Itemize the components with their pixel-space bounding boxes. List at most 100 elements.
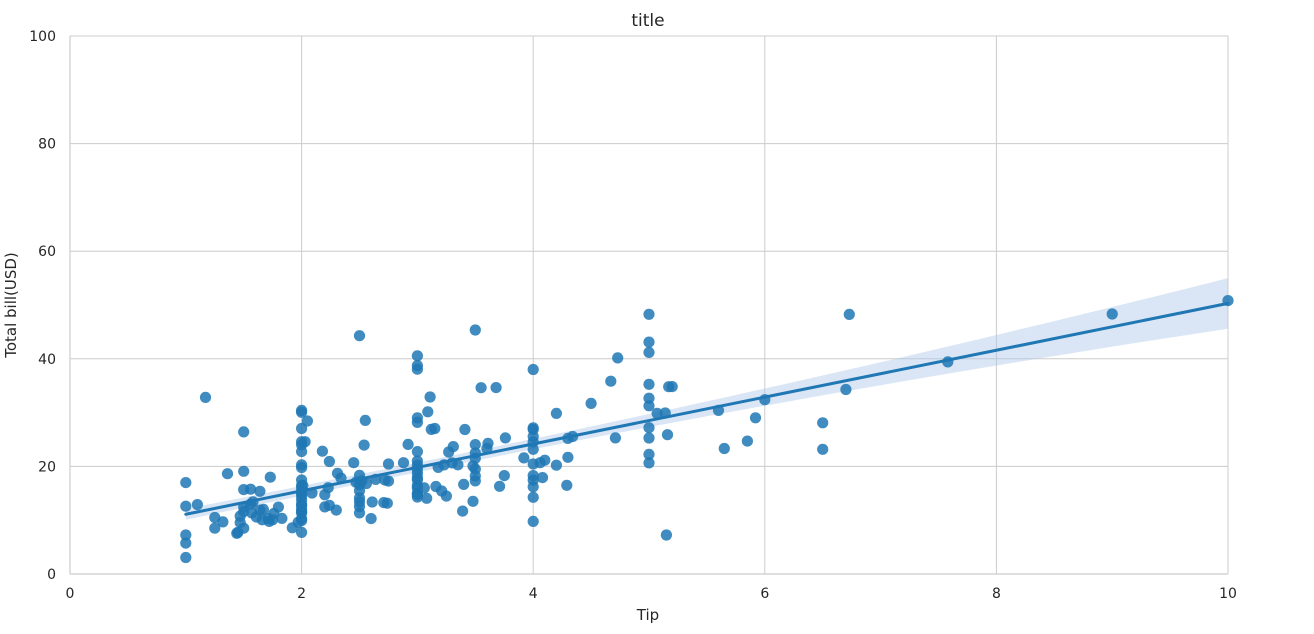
data-point <box>238 426 250 438</box>
y-tick-label: 0 <box>47 567 56 583</box>
data-point <box>660 529 673 541</box>
data-point <box>272 501 284 513</box>
data-point <box>457 505 469 517</box>
x-tick-label: 0 <box>66 586 75 602</box>
data-point <box>429 422 441 435</box>
data-point <box>651 407 663 419</box>
data-point <box>411 350 423 362</box>
data-point <box>643 432 655 444</box>
data-point <box>297 479 309 492</box>
data-point <box>323 455 335 468</box>
chart-title: title <box>631 11 664 31</box>
data-point <box>550 407 563 419</box>
data-point <box>741 435 754 447</box>
data-point <box>643 448 655 460</box>
data-point <box>527 422 539 434</box>
data-point <box>296 459 308 471</box>
data-point <box>1106 308 1118 320</box>
data-point <box>422 406 434 418</box>
x-tick-label: 6 <box>760 586 769 602</box>
data-point <box>254 485 266 497</box>
data-point <box>467 495 479 507</box>
data-point <box>817 417 829 429</box>
regression-line <box>184 301 1230 516</box>
data-point <box>358 439 370 451</box>
data-point <box>411 446 423 458</box>
data-point <box>749 412 762 424</box>
data-point <box>458 478 470 490</box>
data-point <box>605 375 617 387</box>
data-point <box>490 382 502 394</box>
y-tick-label: 40 <box>38 352 56 368</box>
data-point <box>359 414 371 426</box>
y-tick-label: 100 <box>29 29 56 45</box>
data-point <box>482 437 494 449</box>
data-point <box>411 360 423 372</box>
data-point <box>360 477 372 490</box>
data-point <box>366 496 378 508</box>
data-point <box>643 346 655 358</box>
data-point <box>411 455 423 467</box>
confidence-band-layer <box>185 278 1228 520</box>
y-axis-label: Total bill(USD) <box>2 252 20 359</box>
data-point <box>316 445 328 457</box>
data-point <box>296 526 308 539</box>
regression-line-layer <box>184 301 1230 516</box>
data-point <box>397 457 410 469</box>
data-point <box>411 412 423 424</box>
data-point <box>475 382 487 394</box>
data-point <box>296 404 308 416</box>
data-point <box>527 515 539 528</box>
data-point <box>661 429 674 441</box>
data-point <box>447 441 459 453</box>
y-tick-label: 60 <box>38 244 56 260</box>
x-axis-label: Tip <box>636 606 659 624</box>
data-point <box>643 392 655 404</box>
data-point <box>609 432 622 444</box>
data-point <box>180 477 192 489</box>
x-tick-label: 8 <box>992 586 1001 602</box>
data-point <box>180 551 192 564</box>
data-point <box>527 470 539 482</box>
data-point <box>257 503 269 515</box>
data-point <box>643 378 655 390</box>
data-point <box>421 492 433 504</box>
data-point <box>469 463 481 475</box>
x-tick-label: 10 <box>1219 586 1237 602</box>
data-point <box>612 352 624 364</box>
data-point <box>843 308 855 320</box>
x-tick-label: 2 <box>297 586 306 602</box>
x-tick-labels: 0 2 4 6 8 10 <box>66 586 1237 602</box>
data-point <box>643 308 655 320</box>
data-point <box>402 438 414 450</box>
data-point <box>666 381 678 393</box>
data-point <box>180 529 192 541</box>
data-point <box>452 459 464 471</box>
data-point <box>353 330 366 342</box>
data-point <box>561 479 573 491</box>
data-point <box>180 537 192 549</box>
data-point <box>238 522 250 534</box>
data-point <box>348 457 360 469</box>
data-point <box>301 415 313 427</box>
data-point <box>469 439 481 451</box>
data-point <box>299 436 311 448</box>
data-point <box>562 451 574 463</box>
data-point <box>330 504 342 516</box>
data-point <box>276 512 288 525</box>
data-point <box>199 391 212 403</box>
data-point <box>585 397 597 409</box>
data-point <box>365 513 377 525</box>
data-point <box>539 454 551 466</box>
data-point <box>498 470 510 482</box>
data-point <box>643 422 655 434</box>
data-point <box>217 516 229 528</box>
data-point <box>418 482 430 494</box>
data-point <box>459 423 471 436</box>
data-point <box>643 457 655 469</box>
data-point <box>382 475 395 487</box>
y-tick-labels: 0 20 40 60 80 100 <box>29 29 56 583</box>
data-point <box>221 468 234 480</box>
data-point <box>180 500 192 512</box>
